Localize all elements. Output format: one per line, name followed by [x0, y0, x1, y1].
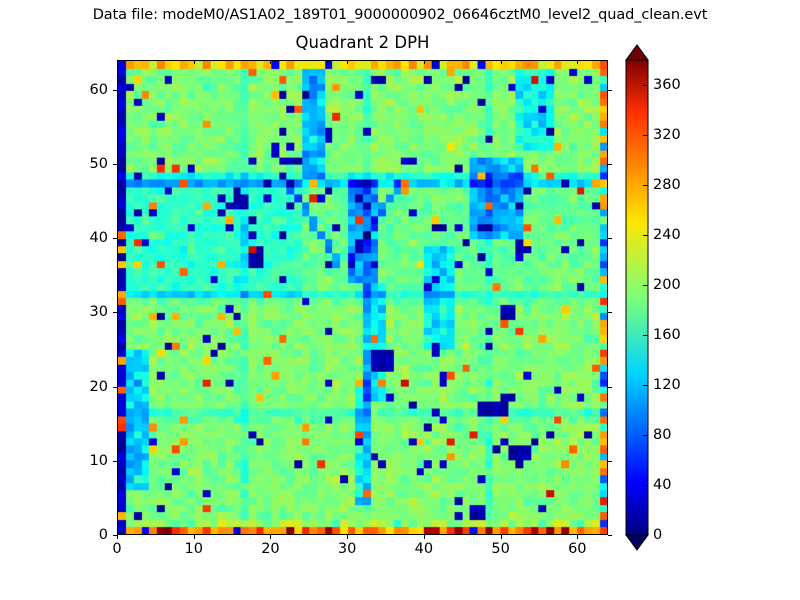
colorbar-tick-label: 80	[653, 427, 672, 443]
colorbar-body	[625, 59, 649, 536]
y-axis-tick-label: 40	[89, 230, 108, 247]
page-title: Quadrant 2 DPH	[295, 33, 430, 52]
y-axis-tick-label: 20	[89, 378, 108, 395]
colorbar-tick-label: 40	[653, 477, 672, 493]
colorbar-tick	[643, 235, 648, 236]
heatmap-axes[interactable]	[117, 60, 608, 535]
x-axis-tick-top	[423, 60, 425, 64]
x-axis-tick-top	[193, 60, 195, 64]
y-axis-tick-label: 0	[98, 527, 108, 543]
x-axis-tick	[500, 535, 502, 539]
colorbar-tick-label: 280	[653, 177, 681, 193]
x-axis-tick-top	[500, 60, 502, 64]
colorbar-tick-label: 120	[653, 377, 681, 393]
y-axis-tick	[113, 386, 117, 388]
colorbar-tick	[643, 85, 648, 86]
detector-heatmap-canvas[interactable]	[118, 61, 607, 534]
x-axis-tick-label: 0	[112, 541, 122, 557]
x-axis-tick-label: 60	[568, 541, 587, 557]
colorbar-tick-label: 240	[653, 227, 681, 243]
x-axis-tick-label: 30	[337, 541, 357, 557]
colorbar-tick	[643, 385, 648, 386]
colorbar-tick-label: 360	[653, 77, 681, 93]
y-axis-tick-label: 10	[89, 452, 108, 469]
y-axis-tick-right	[608, 460, 612, 462]
x-axis-tick	[423, 535, 425, 539]
y-axis-tick	[113, 89, 117, 91]
triangle-up-icon	[625, 44, 649, 61]
y-axis-tick	[113, 163, 117, 165]
y-axis-tick	[113, 460, 117, 462]
colorbar-tick	[643, 185, 648, 186]
y-axis-tick-right	[608, 535, 612, 536]
colorbar-tick-label: 200	[653, 277, 681, 293]
x-axis-tick	[577, 535, 579, 539]
colorbar[interactable]	[625, 44, 649, 551]
triangle-down-icon	[625, 534, 649, 551]
x-axis-tick-top	[270, 60, 272, 64]
x-axis-tick	[270, 535, 272, 539]
colorbar-tick-label: 320	[653, 127, 681, 143]
y-axis-tick	[113, 312, 117, 314]
x-axis-tick-top	[347, 60, 349, 64]
colorbar-gradient	[625, 44, 649, 551]
x-axis-tick	[117, 535, 118, 539]
x-axis-tick	[347, 535, 349, 539]
x-axis-tick-label: 20	[261, 541, 280, 557]
colorbar-tick	[643, 285, 648, 286]
colorbar-tick	[643, 435, 648, 436]
colorbar-tick-label: 160	[653, 327, 681, 343]
colorbar-tick	[643, 535, 648, 536]
colorbar-tick	[643, 335, 648, 336]
x-axis-tick-label: 40	[414, 541, 434, 557]
x-axis-tick-top	[577, 60, 579, 64]
y-axis-tick-right	[608, 238, 612, 240]
x-axis-tick	[193, 535, 195, 539]
y-axis-tick	[113, 238, 117, 240]
colorbar-tick-label: 0	[653, 527, 663, 543]
y-axis-tick-label: 60	[89, 81, 108, 98]
y-axis-tick-right	[608, 89, 612, 91]
y-axis-tick-right	[608, 386, 612, 388]
colorbar-tick	[643, 135, 648, 136]
x-axis-tick-label: 10	[184, 541, 203, 557]
y-axis-tick-right	[608, 312, 612, 314]
x-axis-tick-label: 50	[491, 541, 510, 557]
data-file-label: Data file: modeM0/AS1A02_189T01_90000009…	[92, 7, 708, 23]
colorbar-tick	[643, 485, 648, 486]
y-axis-tick	[113, 535, 117, 536]
y-axis-tick-label: 50	[89, 155, 108, 172]
x-axis-tick-top	[117, 60, 118, 64]
y-axis-tick-label: 30	[89, 304, 108, 321]
y-axis-tick-right	[608, 163, 612, 165]
